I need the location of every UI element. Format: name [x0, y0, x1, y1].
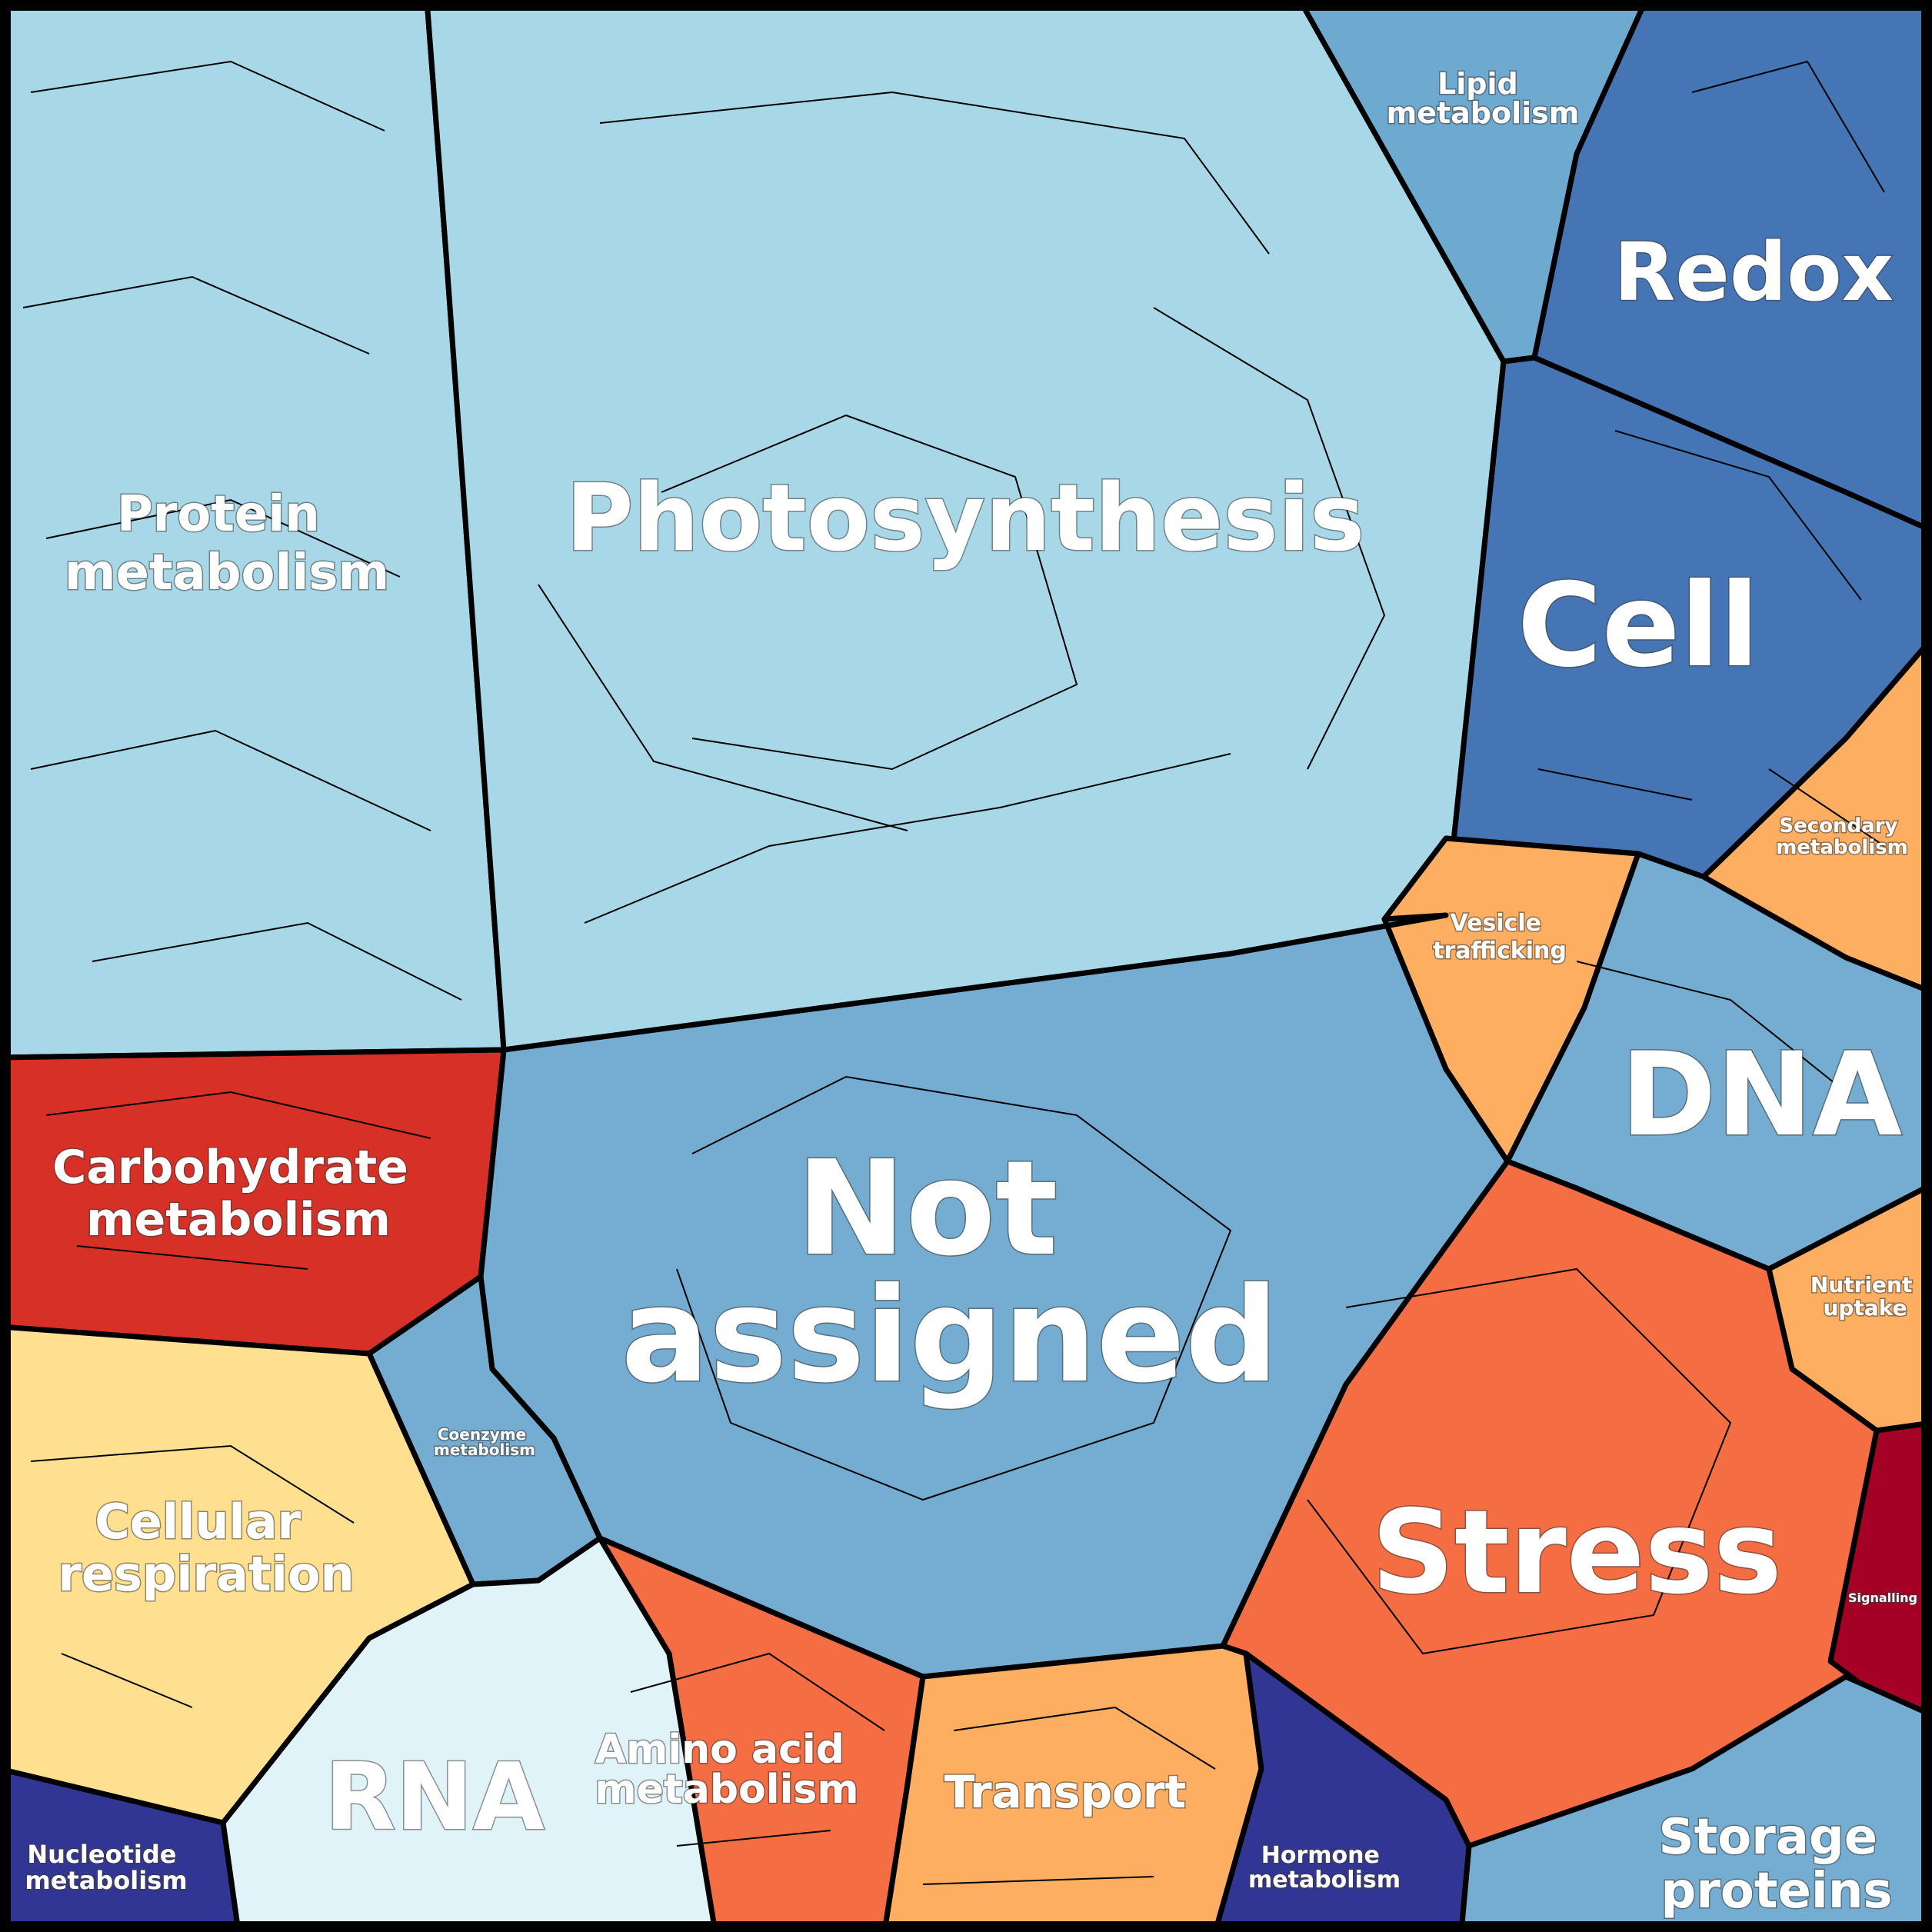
label-rna: RNA	[325, 1744, 545, 1851]
region-nucleotide-metabolism	[0, 1766, 242, 1932]
label-redox: Redox	[1614, 225, 1894, 319]
label-amino-acid-metabolism: Amino acid metabolism	[595, 1727, 858, 1813]
label-protein-metabolism: Protein metabolism	[65, 486, 389, 601]
label-hormone-metabolism: Hormone metabolism	[1248, 1842, 1401, 1894]
label-nucleotide-metabolism: Nucleotide metabolism	[25, 1840, 187, 1895]
region-hormone-metabolism	[1212, 1651, 1472, 1932]
region-storage-proteins	[1458, 1674, 1932, 1932]
region-rna	[220, 1535, 718, 1932]
label-cellular-respiration: Cellular respiration	[58, 1494, 354, 1602]
label-nutrient-uptake: Nutrient uptake	[1810, 1272, 1920, 1321]
label-lipid-metabolism: Lipid metabolism	[1387, 67, 1580, 130]
label-secondary-metabolism: Secondary metabolism	[1776, 814, 1908, 859]
labels: Photosynthesis Protein metabolism Not as…	[24, 66, 1920, 1921]
label-vesicle-trafficking: Vesicle trafficking	[1433, 910, 1567, 964]
label-not-assigned: Not assigned	[621, 1133, 1278, 1412]
label-cell: Cell	[1517, 559, 1760, 693]
label-signalling: Signalling	[1848, 1591, 1917, 1605]
label-coenzyme-metabolism: Coenzyme metabolism	[434, 1425, 535, 1459]
label-storage-proteins: Storage proteins	[1659, 1809, 1895, 1920]
label-stress: Stress	[1371, 1486, 1782, 1620]
label-dna: DNA	[1621, 1028, 1902, 1162]
label-photosynthesis: Photosynthesis	[566, 465, 1365, 572]
label-transport: Transport	[944, 1766, 1186, 1818]
sub-cells	[22, 60, 1885, 1885]
label-carbohydrate-metabolism: Carbohydrate metabolism	[52, 1141, 424, 1247]
